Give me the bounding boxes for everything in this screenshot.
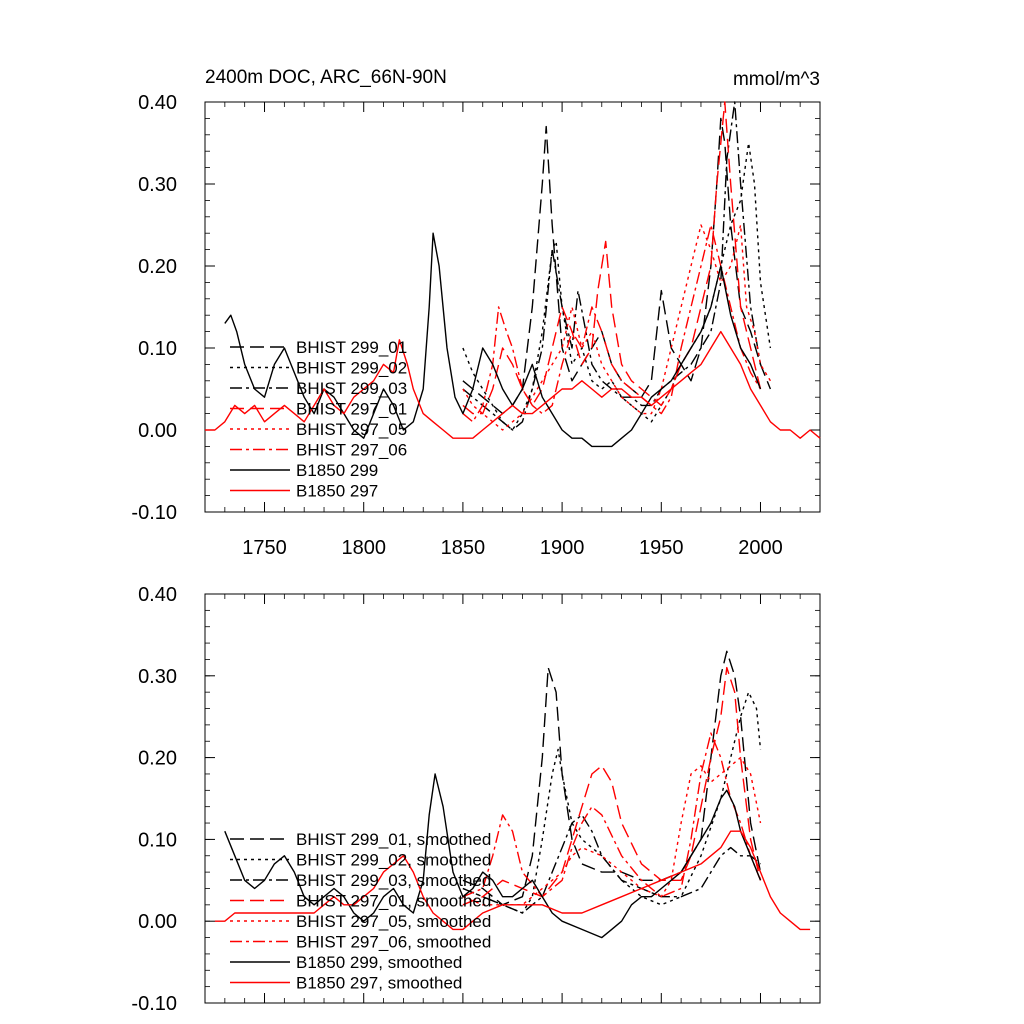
y-tick-label: -0.10	[131, 993, 177, 1015]
x-tick-label: 2000	[738, 537, 783, 559]
legend-label-1: BHIST 299_01	[296, 338, 407, 357]
y-tick-label: 0.10	[138, 338, 177, 360]
y-tick-label: 0.20	[138, 748, 177, 770]
legend-label-3: BHIST 299_03	[296, 379, 407, 398]
series-line-2	[462, 691, 762, 914]
series-line-4	[462, 666, 762, 906]
y-tick-label: 0.00	[138, 420, 177, 442]
legend-label-5: BHIST 297_05	[296, 420, 407, 439]
bottom-panel: -0.10 0.00 0.10 0.20 0.30 0.40 BHIST 299_01, s…	[131, 584, 821, 1015]
legend-label-5: BHIST 297_05, smoothed	[296, 912, 491, 931]
legend-label-1: BHIST 299_01, smoothed	[296, 830, 491, 849]
legend-label-8: B1850 297	[296, 482, 378, 501]
legend-label-7: B1850 299, smoothed	[296, 953, 462, 972]
y-tick-label: 0.40	[138, 584, 177, 606]
legend-label-3: BHIST 299_03, smoothed	[296, 871, 491, 890]
plot-frame	[204, 593, 821, 1004]
top-panel-units: mmol/m^3	[733, 69, 820, 90]
series-line-5	[462, 224, 771, 431]
x-tick-label: 1750	[242, 537, 287, 559]
y-tick-label: 0.30	[138, 174, 177, 196]
x-tick-label: 1950	[639, 537, 684, 559]
x-tick-label: 1900	[540, 537, 585, 559]
legend-label-4: BHIST 297_01, smoothed	[296, 892, 491, 911]
legend-label-6: BHIST 297_06	[296, 441, 407, 460]
legend-label-8: B1850 297, smoothed	[296, 974, 462, 993]
legend-label-6: BHIST 297_06, smoothed	[296, 933, 491, 952]
x-tick-label: 1850	[441, 537, 486, 559]
series-line-6	[462, 224, 762, 423]
series-line-8	[205, 330, 821, 439]
legend-label-2: BHIST 299_02	[296, 359, 407, 378]
y-tick-label: 0.40	[138, 92, 177, 114]
series-line-7	[224, 232, 762, 448]
y-tick-label: 0.00	[138, 911, 177, 933]
y-tick-label: 0.10	[138, 829, 177, 851]
legend-label-2: BHIST 299_02, smoothed	[296, 851, 491, 870]
series-line-6	[462, 732, 762, 898]
x-tick-label: 1800	[341, 537, 386, 559]
y-tick-label: -0.10	[131, 502, 177, 524]
y-tick-label: 0.20	[138, 256, 177, 278]
series-line-4	[462, 101, 762, 415]
top-panel: 2400m DOC, ARC_66N-90N mmol/m^3 -0.10 0.0…	[131, 67, 821, 559]
y-tick-label: 0.30	[138, 666, 177, 688]
legend-label-4: BHIST 297_01	[296, 400, 407, 419]
series-line-1	[462, 650, 762, 906]
series-line-8	[214, 830, 811, 931]
plot-frame	[204, 101, 821, 513]
top-panel-title: 2400m DOC, ARC_66N-90N	[205, 67, 447, 88]
legend-label-7: B1850 299	[296, 461, 378, 480]
